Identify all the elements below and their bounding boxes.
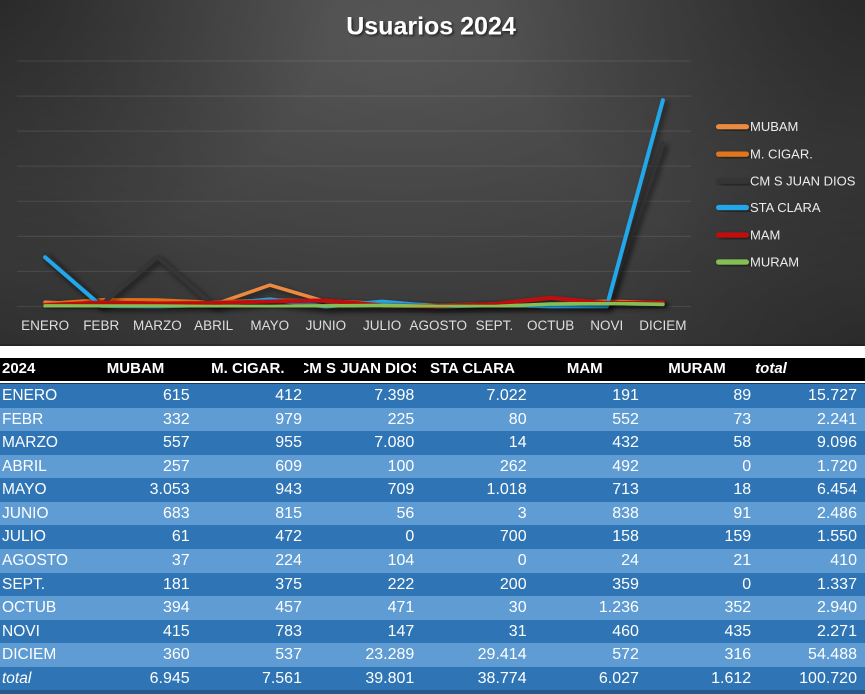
svg-text:NOVI: NOVI	[590, 318, 623, 333]
svg-text:M. CIGAR.: M. CIGAR.	[750, 147, 813, 162]
svg-text:FEBR: FEBR	[83, 318, 119, 333]
svg-text:MUBAM: MUBAM	[750, 119, 798, 134]
svg-text:CM S JUAN DIOS: CM S JUAN DIOS	[750, 174, 856, 189]
svg-text:MAM: MAM	[750, 228, 780, 243]
svg-text:AGOSTO: AGOSTO	[409, 318, 467, 333]
svg-text:MAYO: MAYO	[250, 318, 289, 333]
svg-text:DICIEM: DICIEM	[639, 318, 686, 333]
svg-text:ENERO: ENERO	[21, 318, 69, 333]
svg-text:MARZO: MARZO	[133, 318, 182, 333]
svg-text:ABRIL: ABRIL	[194, 318, 234, 333]
svg-text:Usuarios 2024: Usuarios 2024	[346, 13, 516, 41]
svg-text:MURAM: MURAM	[750, 255, 799, 270]
svg-text:JULIO: JULIO	[363, 318, 401, 333]
svg-text:STA CLARA: STA CLARA	[750, 200, 821, 215]
svg-text:JUNIO: JUNIO	[306, 318, 347, 333]
svg-text:SEPT.: SEPT.	[476, 318, 514, 333]
svg-text:OCTUB: OCTUB	[527, 318, 574, 333]
